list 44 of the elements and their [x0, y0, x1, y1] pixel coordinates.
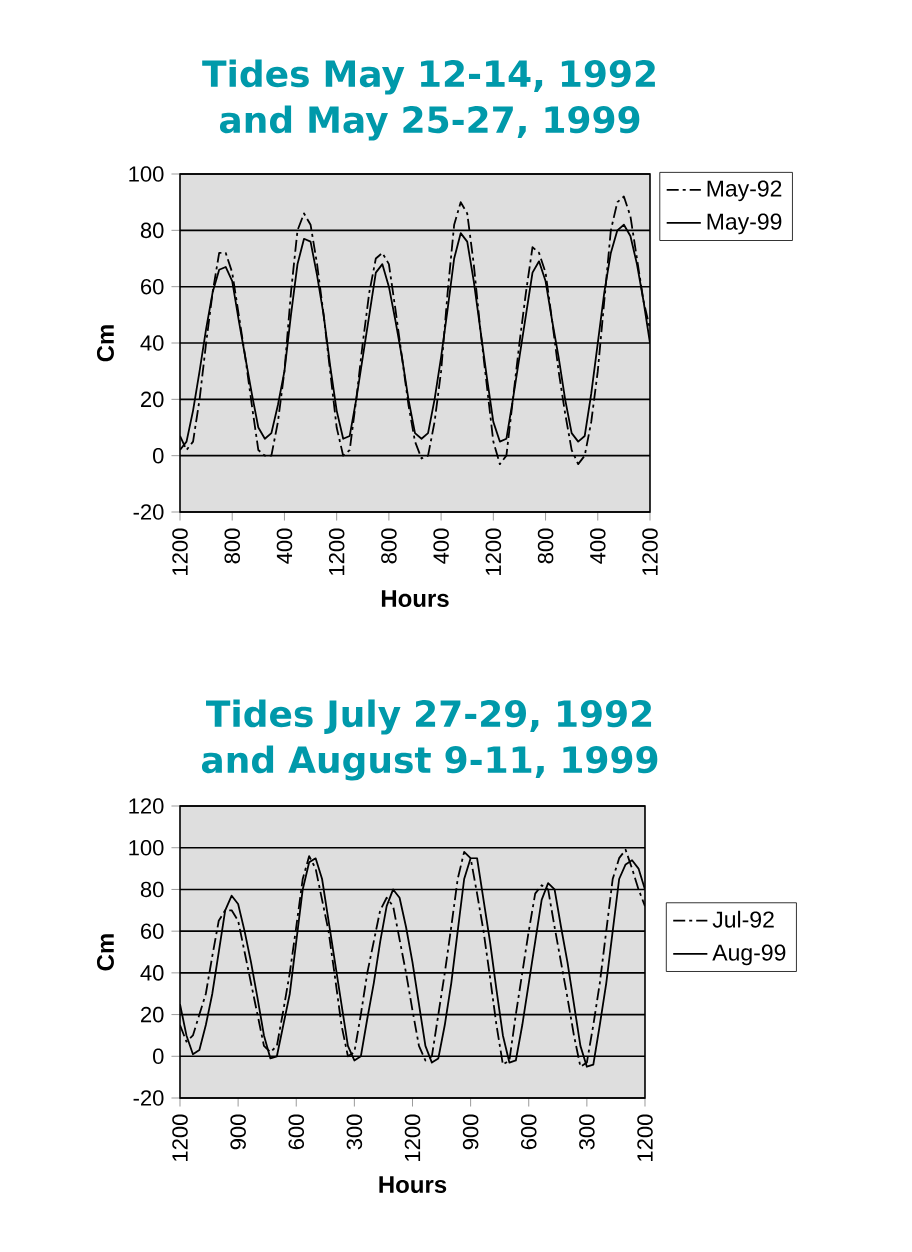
y-tick-label: 120: [129, 798, 164, 814]
x-tick-label: 900: [230, 1114, 246, 1150]
x-tick-label: 1200: [172, 528, 188, 575]
y-tick-label: 40: [140, 335, 164, 351]
x-axis-title: Hours: [379, 1176, 447, 1194]
y-tick-label: 60: [141, 278, 164, 295]
y-tick-label: 20: [141, 391, 164, 408]
y-tick-label: 100: [129, 166, 164, 182]
y-axis-title: Cm: [96, 325, 114, 362]
x-tick-label: 800: [537, 528, 554, 564]
x-tick-label: 600: [288, 1114, 305, 1150]
chart-title: Tides May 12-14, 1992 and May 25-27, 1999: [202, 59, 655, 141]
x-tick-label: 1200: [485, 528, 502, 575]
y-tick-label: 0: [153, 447, 164, 464]
x-tick-label: 900: [462, 1114, 479, 1150]
x-tick-label: 1200: [172, 1114, 188, 1161]
y-tick-label: 80: [140, 222, 164, 239]
x-tick-label: 1200: [642, 528, 658, 575]
x-tick-label: 1200: [637, 1114, 653, 1161]
legend-label: May-99: [707, 213, 782, 235]
y-tick-label: 0: [153, 1048, 164, 1065]
y-tick-label: 80: [140, 881, 164, 898]
legend-label: Aug-99: [712, 944, 786, 966]
x-axis-title: Hours: [381, 590, 449, 608]
x-tick-label: 400: [590, 528, 606, 564]
x-tick-label: 300: [579, 1114, 595, 1150]
x-tick-label: 600: [520, 1114, 537, 1150]
x-tick-label: 1200: [404, 1114, 421, 1161]
y-tick-label: 20: [141, 1006, 164, 1023]
x-tick-label: 400: [276, 528, 293, 564]
legend-label: May-92: [707, 180, 782, 202]
y-tick-label: -20: [133, 504, 164, 520]
x-tick-label: 800: [224, 528, 241, 564]
y-tick-label: 60: [141, 923, 164, 939]
y-tick-label: 100: [129, 839, 164, 856]
x-tick-label: 800: [381, 528, 397, 564]
legend-label: Jul-92: [712, 910, 774, 928]
y-tick-label: 40: [140, 965, 164, 981]
y-tick-label: -20: [133, 1090, 164, 1106]
x-tick-label: 300: [346, 1114, 363, 1150]
x-tick-label: 400: [433, 528, 449, 564]
chart-title: Tides July 27-29, 1992 and August 9-11, 1999: [201, 699, 658, 781]
y-axis-title: Cm: [96, 934, 114, 971]
x-tick-label: 1200: [328, 528, 345, 575]
